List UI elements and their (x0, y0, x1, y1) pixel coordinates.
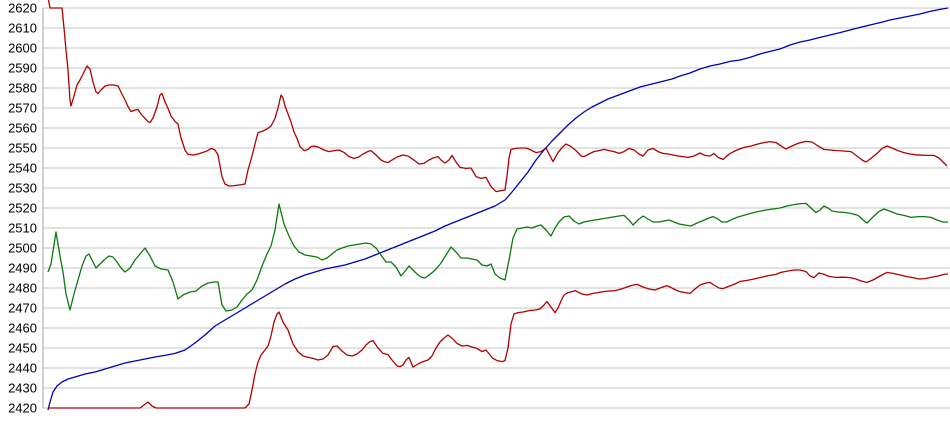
y-axis-tick-label: 2460 (8, 321, 37, 336)
y-axis-tick-label: 2520 (8, 201, 37, 216)
upper-red-line (47, 0, 948, 193)
y-axis-tick-label: 2480 (8, 281, 37, 296)
y-axis-tick-label: 2490 (8, 261, 37, 276)
y-axis-tick-label: 2550 (8, 141, 37, 156)
y-axis-tick-label: 2610 (8, 21, 37, 36)
green-middle-line (47, 202, 948, 312)
blue-rising-line (47, 7, 949, 411)
y-axis-tick-label: 2420 (8, 401, 37, 416)
y-axis-tick-label: 2500 (8, 241, 37, 256)
y-axis-tick-label: 2470 (8, 301, 37, 316)
y-axis-tick-label: 2540 (8, 161, 37, 176)
y-axis-tick-label: 2530 (8, 181, 37, 196)
y-axis-tick-label: 2620 (8, 1, 37, 16)
y-axis-tick-label: 2510 (8, 221, 37, 236)
y-axis-tick-label: 2600 (8, 41, 37, 56)
y-axis-tick-label: 2560 (8, 121, 37, 136)
y-axis-tick-label: 2430 (8, 381, 37, 396)
y-axis-tick-label: 2570 (8, 101, 37, 116)
y-axis-tick-label: 2450 (8, 341, 37, 356)
y-axis-tick-label: 2580 (8, 81, 37, 96)
y-axis-tick-label: 2440 (8, 361, 37, 376)
lower-red-line (48, 269, 949, 409)
y-axis-tick-label: 2590 (8, 61, 37, 76)
